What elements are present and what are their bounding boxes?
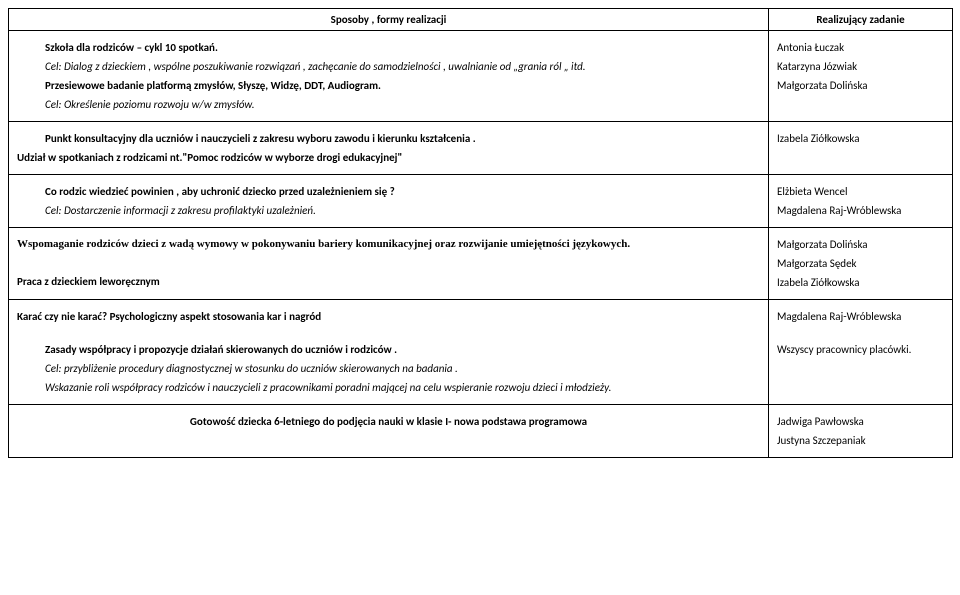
- person-name: Elżbieta Wencel: [777, 185, 944, 198]
- table-row: Gotowość dziecka 6-letniego do podjęcia …: [9, 405, 953, 458]
- cell-right: Jadwiga Pawłowska Justyna Szczepaniak: [769, 405, 953, 458]
- text-content: Praca z dzieckiem leworęcznym: [17, 275, 160, 288]
- person-name: Małgorzata Dolińska: [777, 79, 944, 92]
- cell-right: Elżbieta Wencel Magdalena Raj-Wróblewska: [769, 175, 953, 228]
- text-content: Szkoła dla rodziców – cykl 10 spotkań.: [45, 41, 218, 54]
- person-name: Katarzyna Józwiak: [777, 60, 944, 73]
- text-content: Gotowość dziecka 6-letniego do podjęcia …: [190, 415, 587, 428]
- text-content: Udział w spotkaniach z rodzicami nt."Pom…: [17, 151, 402, 164]
- text-content: Wskazanie roli współpracy rodziców i nau…: [45, 381, 611, 394]
- cell-left: Zasady współpracy i propozycje działań s…: [9, 333, 769, 405]
- header-left: Sposoby , formy realizacji: [9, 9, 769, 31]
- text-content: Zasady współpracy i propozycje działań s…: [45, 343, 397, 356]
- person-name: Justyna Szczepaniak: [777, 434, 944, 447]
- text-content: Cel: Dostarczenie informacji z zakresu p…: [45, 204, 316, 217]
- cell-left: Wspomaganie rodziców dzieci z wadą wymow…: [9, 228, 769, 300]
- person-name: Izabela Ziółkowska: [777, 276, 944, 289]
- cell-left: Gotowość dziecka 6-letniego do podjęcia …: [9, 405, 769, 458]
- person-name: Magdalena Raj-Wróblewska: [777, 310, 944, 323]
- cell-left: Punkt konsultacyjny dla uczniów i nauczy…: [9, 122, 769, 175]
- table-row: Punkt konsultacyjny dla uczniów i nauczy…: [9, 122, 953, 175]
- person-name: Jadwiga Pawłowska: [777, 415, 944, 428]
- person-name: Magdalena Raj-Wróblewska: [777, 204, 944, 217]
- text-content: Co rodzic wiedzieć powinien , aby uchron…: [45, 185, 395, 198]
- table-row: Zasady współpracy i propozycje działań s…: [9, 333, 953, 405]
- text-content: Cel: Określenie poziomu rozwoju w/w zmys…: [45, 98, 255, 111]
- text-content: Wspomaganie rodziców dzieci z wadą wymow…: [17, 238, 630, 250]
- text-content: Cel: Dialog z dzieckiem , wspólne poszuk…: [45, 60, 586, 73]
- header-right: Realizujący zadanie: [769, 9, 953, 31]
- text-content: Punkt konsultacyjny dla uczniów i nauczy…: [45, 132, 476, 145]
- cell-right: Magdalena Raj-Wróblewska: [769, 300, 953, 334]
- cell-right: Małgorzata Dolińska Małgorzata Sędek Izabe…: [769, 228, 953, 300]
- person-name: Wszyscy pracownicy placówki.: [777, 343, 944, 356]
- document-table: Sposoby , formy realizacjiRealizujący za…: [8, 8, 953, 458]
- text-content: Cel: przybliżenie procedury diagnostyczn…: [45, 362, 458, 375]
- cell-right: Izabela Ziółkowska: [769, 122, 953, 175]
- cell-right: Antonia Łuczak Katarzyna Józwiak Małgorzat…: [769, 31, 953, 122]
- cell-left: Co rodzic wiedzieć powinien , aby uchron…: [9, 175, 769, 228]
- cell-left: Szkoła dla rodziców – cykl 10 spotkań. Ce…: [9, 31, 769, 122]
- table-row: Wspomaganie rodziców dzieci z wadą wymow…: [9, 228, 953, 300]
- cell-right: Wszyscy pracownicy placówki.: [769, 333, 953, 405]
- table-row: Szkoła dla rodziców – cykl 10 spotkań. Ce…: [9, 31, 953, 122]
- cell-left: Karać czy nie karać? Psychologiczny aspe…: [9, 300, 769, 334]
- person-name: Antonia Łuczak: [777, 41, 944, 54]
- text-content: Przesiewowe badanie platformą zmysłów, S…: [45, 79, 381, 92]
- table-row: Karać czy nie karać? Psychologiczny aspe…: [9, 300, 953, 334]
- table-row: Co rodzic wiedzieć powinien , aby uchron…: [9, 175, 953, 228]
- text-content: Karać czy nie karać? Psychologiczny aspe…: [17, 310, 321, 323]
- header-row: Sposoby , formy realizacjiRealizujący za…: [9, 9, 953, 31]
- person-name: Małgorzata Sędek: [777, 257, 944, 270]
- person-name: Izabela Ziółkowska: [777, 132, 944, 145]
- person-name: Małgorzata Dolińska: [777, 238, 944, 251]
